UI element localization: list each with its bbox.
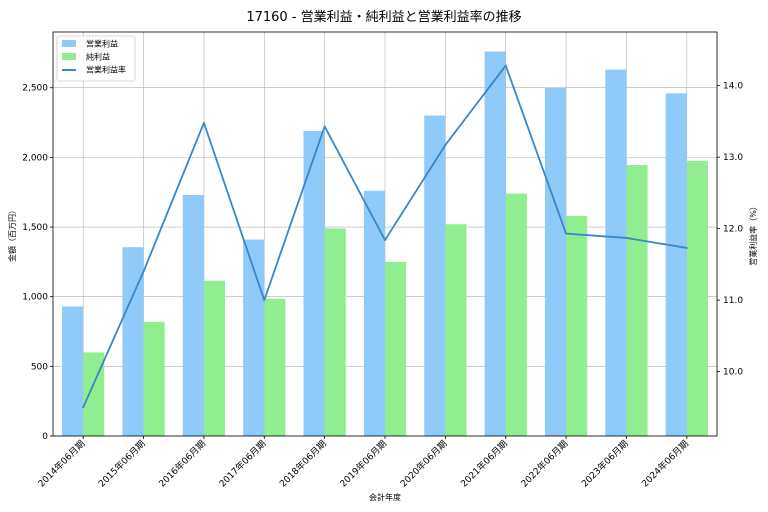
x-tick-label: 2022年06月期 — [518, 438, 570, 490]
bar-net-profit — [324, 228, 346, 436]
y-tick-label: 500 — [31, 362, 48, 372]
operating-margin-point — [625, 237, 628, 239]
legend-swatch-net-profit — [62, 53, 76, 60]
legend-swatch-operating-profit — [62, 40, 76, 47]
bar-net-profit — [264, 298, 286, 436]
bar-net-profit — [143, 321, 165, 436]
bar-net-profit — [203, 280, 226, 436]
x-tick-label: 2021年06月期 — [458, 438, 510, 490]
operating-margin-point — [384, 239, 386, 241]
x-tick-label: 2015年06月期 — [96, 438, 148, 490]
bar-operating-profit — [484, 51, 506, 436]
x-axis-label: 会計年度 — [369, 492, 401, 502]
x-tick-label: 2019年06月期 — [337, 438, 389, 490]
operating-margin-point — [565, 232, 567, 235]
x-tick-label: 2014年06月期 — [35, 438, 87, 490]
bars — [62, 51, 708, 437]
right-axis: 10.0 11.0 12.0 13.0 14.0 — [717, 82, 743, 378]
x-tick-label: 2023年06月期 — [579, 438, 631, 490]
x-tick-label: 2017年06月期 — [217, 438, 269, 490]
y2-tick-label: 10.0 — [723, 368, 743, 378]
x-tick-label: 2020年06月期 — [398, 438, 450, 490]
bar-net-profit — [686, 160, 708, 437]
bar-net-profit — [626, 165, 648, 436]
bar-net-profit — [566, 215, 588, 436]
legend-label-operating-profit: 営業利益 — [86, 39, 118, 49]
bar-operating-profit — [665, 93, 687, 436]
bar-operating-profit — [544, 87, 567, 437]
operating-margin-point — [685, 247, 688, 249]
bar-operating-profit — [363, 190, 385, 436]
y2-tick-label: 12.0 — [723, 225, 743, 235]
y-axis-label: 金額（百万円） — [7, 206, 17, 262]
x-tick-label: 2018年06月期 — [277, 438, 329, 490]
x-tick-label: 2024年06月期 — [639, 438, 691, 490]
operating-margin-point — [142, 270, 145, 273]
bar-operating-profit — [182, 194, 204, 436]
y-tick-label: 1,500 — [22, 223, 48, 233]
x-tick-label: 2016年06月期 — [156, 438, 208, 490]
y2-tick-label: 11.0 — [723, 296, 743, 306]
legend-label-net-profit: 純利益 — [86, 52, 110, 62]
bar-operating-profit — [122, 247, 144, 436]
y2-tick-label: 14.0 — [723, 82, 743, 92]
y-tick-label: 2,500 — [22, 84, 48, 94]
legend: 営業利益 純利益 営業利益率 — [56, 35, 136, 82]
rate-line-layer — [82, 64, 688, 409]
legend-label-operating-margin: 営業利益率 — [86, 65, 126, 75]
operating-margin-point — [203, 121, 205, 124]
x-axis: 2014年06月期 2015年06月期 2016年06月期 2017年06月期 2018… — [35, 436, 691, 490]
operating-margin-point — [263, 299, 266, 302]
y-tick-label: 0 — [42, 432, 48, 442]
bar-operating-profit — [62, 306, 84, 436]
bar-net-profit — [445, 224, 467, 436]
y-tick-label: 1,000 — [22, 293, 48, 303]
y2-tick-label: 13.0 — [723, 153, 743, 163]
bar-operating-profit — [605, 69, 627, 436]
chart-title: 17160 - 営業利益・純利益と営業利益率の推移 — [246, 9, 521, 25]
y-tick-label: 2,000 — [22, 153, 48, 163]
bar-operating-profit — [303, 130, 325, 436]
operating-margin-point — [82, 406, 85, 409]
bar-operating-profit — [243, 239, 265, 436]
bar-net-profit — [385, 261, 407, 436]
legend-frame — [56, 35, 136, 82]
bar-net-profit — [505, 193, 527, 436]
operating-margin-point — [323, 125, 326, 128]
operating-margin-point — [444, 144, 447, 146]
left-axis: 0 500 1,000 1,500 2,000 2,500 — [22, 84, 53, 442]
bar-operating-profit — [424, 115, 446, 436]
y2-axis-label: 営業利益率（%） — [748, 202, 758, 266]
operating-margin-point — [504, 64, 507, 67]
